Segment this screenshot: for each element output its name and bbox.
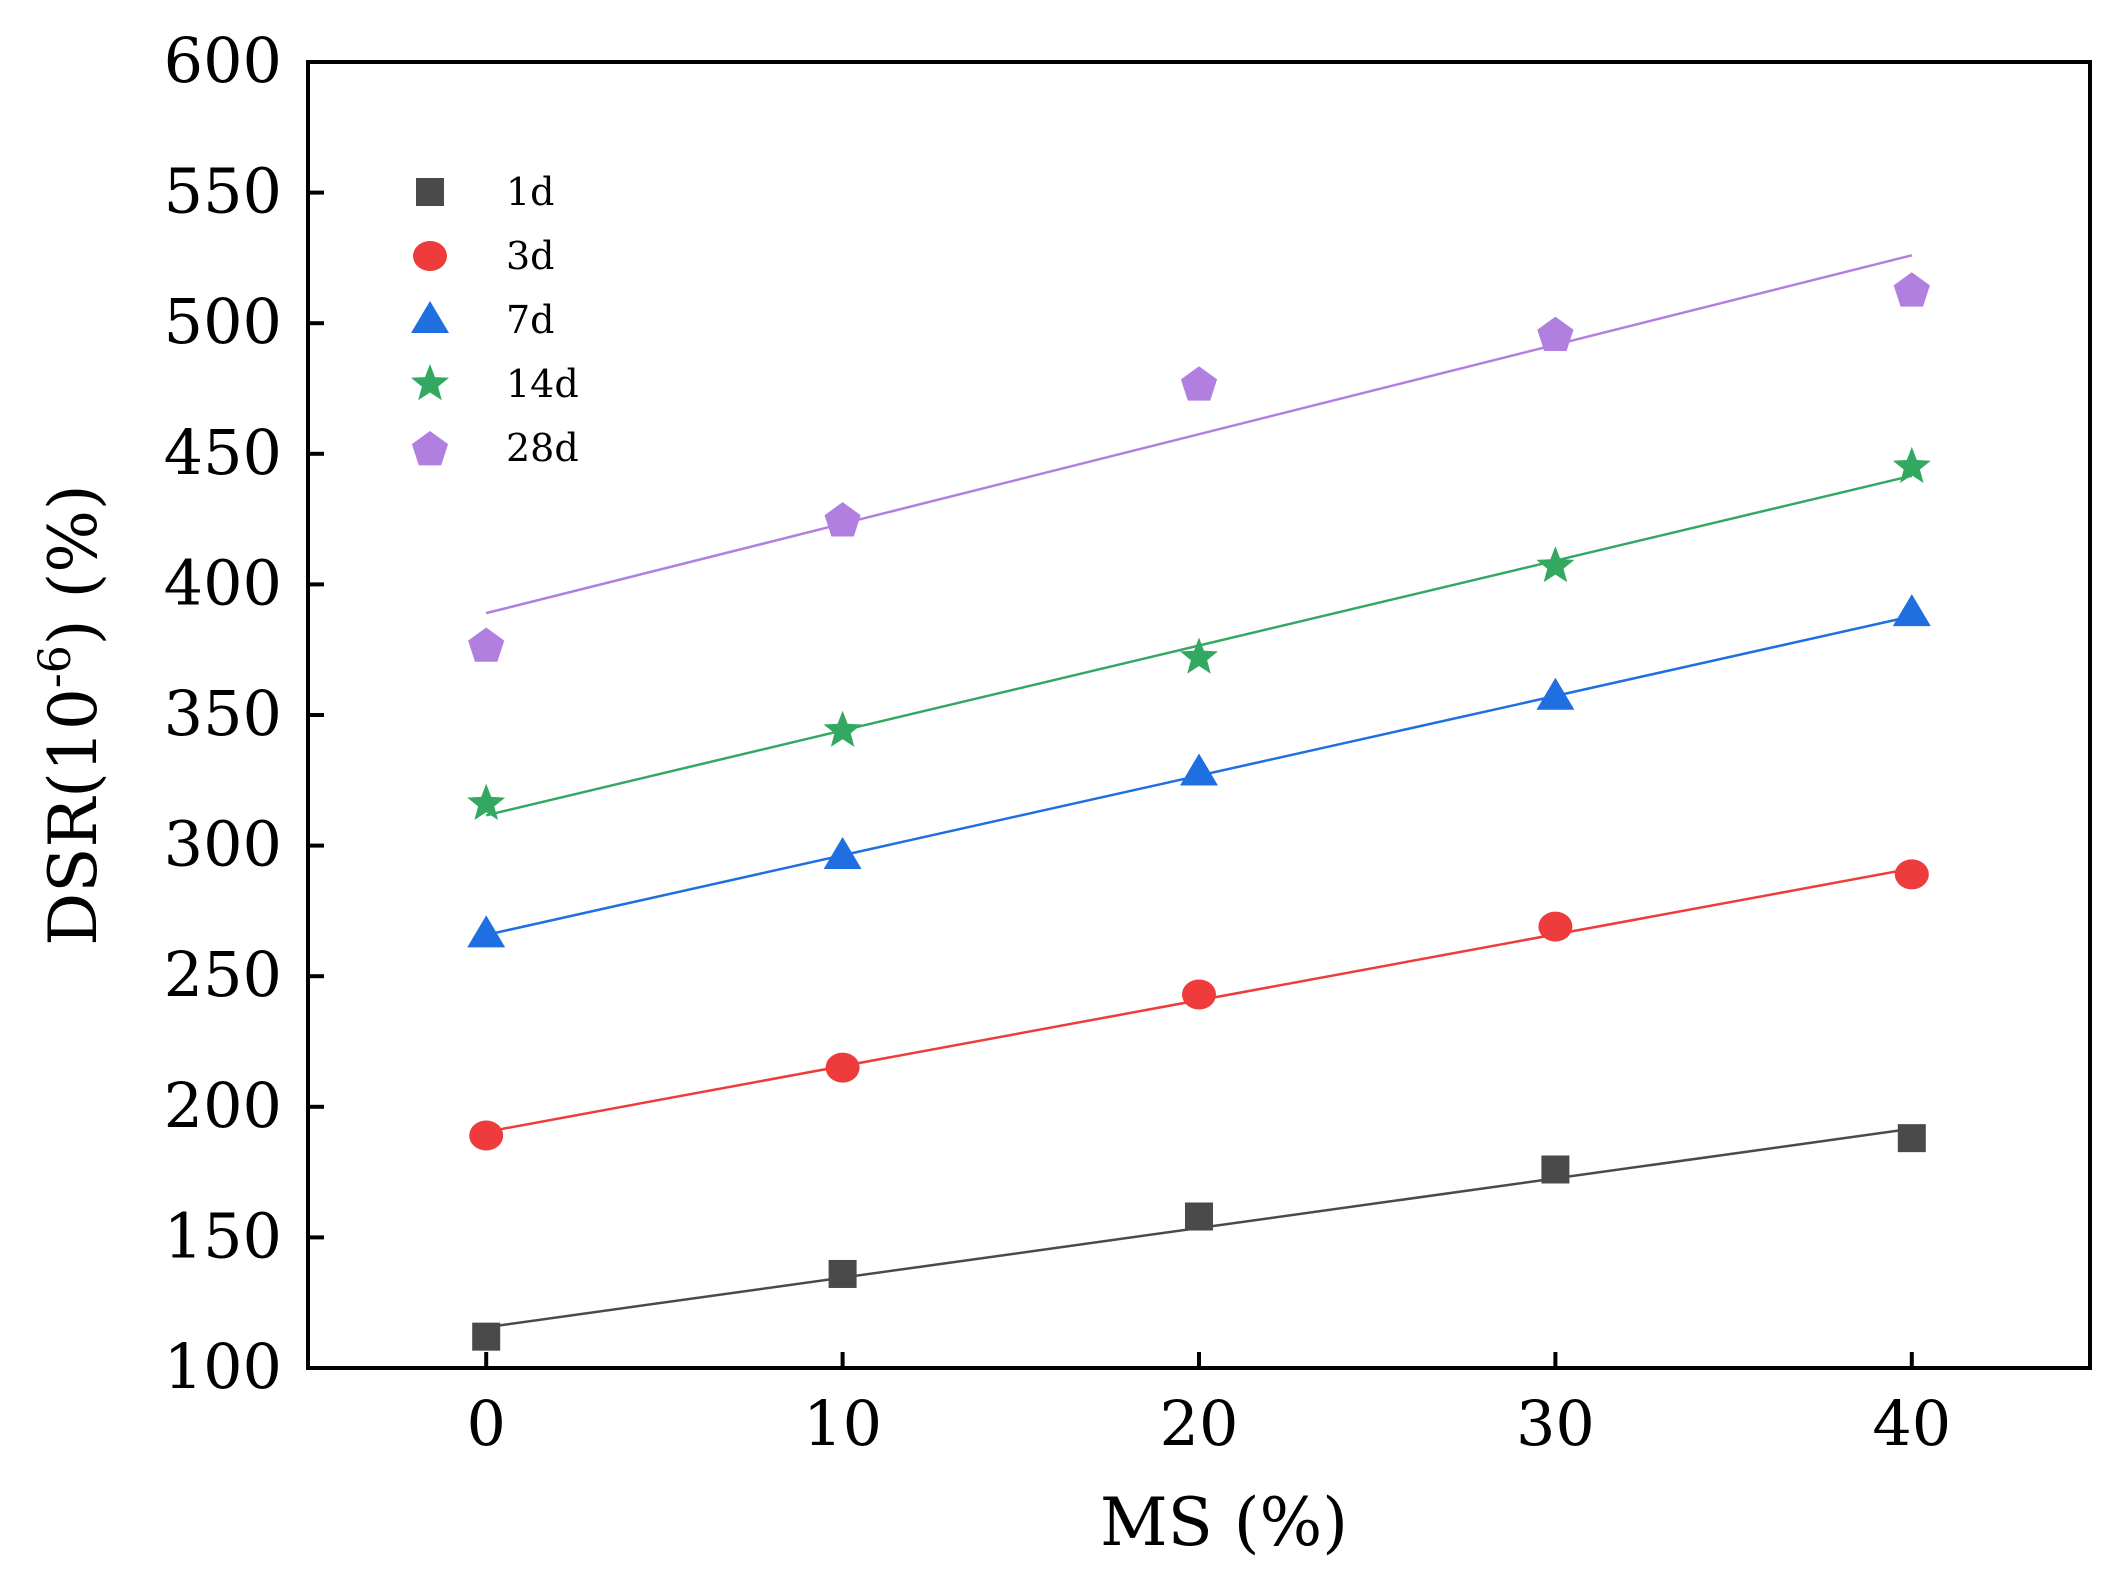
legend-label-14d: 14d	[506, 362, 579, 406]
legend-label-7d: 7d	[506, 298, 555, 342]
point-28d	[1537, 316, 1574, 351]
point-28d	[824, 502, 861, 537]
y-axis-label-superscript: -6	[30, 645, 81, 688]
point-7d	[1180, 753, 1218, 786]
x-axis-ticks: 0 10 20 30 40	[466, 1352, 1951, 1460]
x-tick-label: 40	[1872, 1387, 1951, 1460]
y-tick-label: 100	[164, 1330, 282, 1403]
legend-marker-1d	[416, 178, 444, 206]
point-1d	[472, 1322, 501, 1351]
x-tick-label: 10	[803, 1387, 882, 1460]
y-tick-label: 150	[164, 1199, 282, 1272]
x-tick-label: 30	[1516, 1387, 1595, 1460]
point-3d	[1182, 979, 1216, 1010]
y-tick-label: 400	[164, 546, 282, 619]
y-tick-label: 200	[164, 1069, 282, 1142]
legend-marker-14d	[411, 364, 449, 401]
fit-line-28d	[485, 254, 1913, 615]
point-1d	[1185, 1202, 1213, 1231]
point-3d	[825, 1052, 860, 1083]
y-axis-label: DSR(10-6) (%)	[30, 484, 112, 945]
x-tick-label: 0	[466, 1387, 505, 1460]
point-28d	[1180, 366, 1218, 401]
point-7d	[1536, 677, 1575, 710]
point-1d	[1541, 1155, 1570, 1184]
point-14d	[467, 783, 506, 820]
point-3d	[1894, 859, 1929, 890]
data-points	[467, 272, 1931, 1351]
y-axis-label-suffix: ) (%)	[35, 484, 112, 645]
point-7d	[467, 915, 506, 948]
point-7d	[823, 837, 862, 870]
point-3d	[469, 1120, 504, 1151]
x-axis-label: MS (%)	[1100, 1484, 1348, 1561]
fit-lines	[485, 254, 1913, 1329]
plot-frame	[306, 60, 2092, 1370]
y-tick-label: 250	[164, 938, 282, 1011]
y-axis-ticks: 100 150 200 250 300 350 400 450 500 550 600	[164, 24, 324, 1403]
y-axis-label-prefix: DSR(10	[35, 688, 112, 946]
point-14d	[823, 710, 862, 747]
legend-marker-7d	[411, 301, 449, 333]
y-tick-label: 300	[164, 808, 282, 881]
legend-marker-28d	[411, 431, 449, 466]
point-7d	[1892, 594, 1931, 627]
legend-label-3d: 3d	[506, 234, 555, 278]
y-tick-label: 450	[164, 416, 282, 489]
point-28d	[1893, 272, 1930, 307]
legend-label-28d: 28d	[506, 426, 579, 470]
point-28d	[468, 627, 505, 662]
y-tick-label: 600	[164, 24, 282, 97]
y-tick-label: 350	[164, 677, 282, 750]
y-tick-label: 500	[164, 285, 282, 358]
point-1d	[1897, 1124, 1926, 1153]
legend: 1d 3d 7d 14d 28d	[411, 170, 579, 470]
point-14d	[1180, 637, 1218, 674]
point-14d	[1892, 446, 1931, 483]
legend-marker-3d	[413, 241, 447, 271]
point-14d	[1536, 546, 1575, 583]
y-tick-label: 550	[164, 155, 282, 228]
point-3d	[1538, 911, 1573, 942]
point-1d	[828, 1259, 857, 1288]
x-tick-label: 20	[1160, 1387, 1239, 1460]
legend-label-1d: 1d	[506, 170, 555, 214]
